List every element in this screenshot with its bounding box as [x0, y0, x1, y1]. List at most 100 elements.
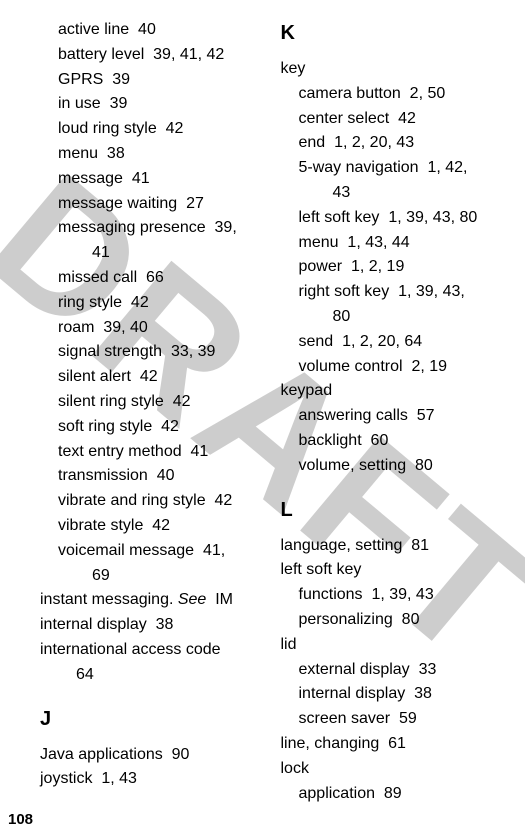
entry-pages: 1, 39, 43 [371, 586, 433, 603]
entry-label: GPRS [58, 71, 103, 88]
entry-label: camera button [299, 85, 401, 102]
entry-pages: 38 [414, 685, 432, 702]
index-entry: text entry method 41 [40, 440, 267, 465]
entry-label: ring style [58, 294, 122, 311]
index-entry: line, changing 61 [281, 732, 508, 757]
entry-label: left soft key [299, 209, 380, 226]
entry-label: external display [299, 661, 410, 678]
entry-pages: 1, 39, 43, [398, 283, 465, 300]
entry-see: See [178, 591, 206, 608]
index-entry: volume, setting 80 [281, 454, 508, 479]
entry-pages: 57 [417, 407, 435, 424]
entry-label: send [299, 333, 334, 350]
entry-label: transmission [58, 467, 148, 484]
entry-pages: 42 [215, 492, 233, 509]
entry-label: Java applications [40, 746, 163, 763]
entry-pages: 39 [110, 95, 128, 112]
entry-label: key [281, 60, 306, 77]
entry-label: internal display [40, 616, 147, 633]
entry-label: vibrate and ring style [58, 492, 206, 509]
entry-pages: 69 [92, 567, 110, 584]
index-entry: send 1, 2, 20, 64 [281, 330, 508, 355]
entry-pages: 42 [152, 517, 170, 534]
index-entry: messaging presence 39, [40, 216, 267, 241]
entry-label: functions [299, 586, 363, 603]
entry-pages: 43 [333, 184, 351, 201]
entry-pages: 1, 43 [101, 770, 137, 787]
entry-pages: 66 [146, 269, 164, 286]
entry-label: joystick [40, 770, 92, 787]
entry-pages: 33 [419, 661, 437, 678]
entry-pages: 38 [156, 616, 174, 633]
entry-pages: 42 [131, 294, 149, 311]
entry-label: application [299, 785, 376, 802]
index-entry: key [281, 57, 508, 82]
entry-label: screen saver [299, 710, 391, 727]
index-entry: voicemail message 41, [40, 539, 267, 564]
entry-pages: 80 [415, 457, 433, 474]
entry-label: active line [58, 21, 129, 38]
entry-label: message waiting [58, 195, 177, 212]
index-entry: end 1, 2, 20, 43 [281, 131, 508, 156]
index-entry: message waiting 27 [40, 192, 267, 217]
right-column: Kkeycamera button 2, 50center select 42e… [281, 18, 508, 806]
section-letter: K [281, 18, 508, 49]
entry-pages: 42 [398, 110, 416, 127]
entry-pages: 40 [138, 21, 156, 38]
entry-pages: 1, 2, 20, 64 [342, 333, 422, 350]
index-entry: roam 39, 40 [40, 316, 267, 341]
entry-label: soft ring style [58, 418, 152, 435]
entry-label: right soft key [299, 283, 390, 300]
entry-label: power [299, 258, 343, 275]
index-entry: Java applications 90 [40, 743, 267, 768]
entry-label: personalizing [299, 611, 393, 628]
left-column: active line 40battery level 39, 41, 42GP… [40, 18, 267, 806]
entry-label: backlight [299, 432, 362, 449]
entry-label: in use [58, 95, 101, 112]
entry-label: vibrate style [58, 517, 143, 534]
entry-label: volume, setting [299, 457, 407, 474]
entry-pages: 41, [203, 542, 225, 559]
index-entry: internal display 38 [281, 682, 508, 707]
index-entry: battery level 39, 41, 42 [40, 43, 267, 68]
entry-label: lid [281, 636, 297, 653]
entry-label: message [58, 170, 123, 187]
entry-pages: 42 [173, 393, 191, 410]
index-entry-continuation: 80 [281, 305, 508, 330]
entry-label: volume control [299, 358, 403, 375]
entry-label: answering calls [299, 407, 408, 424]
entry-label: battery level [58, 46, 144, 63]
entry-pages: 80 [333, 308, 351, 325]
index-entry: GPRS 39 [40, 68, 267, 93]
index-entry: camera button 2, 50 [281, 82, 508, 107]
entry-label: silent alert [58, 368, 131, 385]
index-entry: internal display 38 [40, 613, 267, 638]
entry-pages: 41 [92, 244, 110, 261]
index-entry: application 89 [281, 782, 508, 807]
entry-pages: 1, 43, 44 [347, 234, 409, 251]
entry-pages: 42 [161, 418, 179, 435]
entry-pages: 61 [388, 735, 406, 752]
entry-pages: 1, 42, [427, 159, 467, 176]
entry-pages: 90 [172, 746, 190, 763]
entry-pages: 81 [411, 537, 429, 554]
entry-label: left soft key [281, 561, 362, 578]
index-entry: joystick 1, 43 [40, 767, 267, 792]
index-entry: lock [281, 757, 508, 782]
entry-pages: 39, 40 [103, 319, 147, 336]
index-entry: left soft key [281, 558, 508, 583]
index-entry: keypad [281, 379, 508, 404]
index-entry-continuation: 69 [40, 564, 267, 589]
index-entry: screen saver 59 [281, 707, 508, 732]
index-entry: right soft key 1, 39, 43, [281, 280, 508, 305]
index-entry: external display 33 [281, 658, 508, 683]
entry-pages: 33, 39 [171, 343, 215, 360]
index-entry: missed call 66 [40, 266, 267, 291]
entry-label: menu [58, 145, 98, 162]
index-entry: message 41 [40, 167, 267, 192]
index-entry: power 1, 2, 19 [281, 255, 508, 280]
section-letter: L [281, 495, 508, 526]
index-entry: ring style 42 [40, 291, 267, 316]
entry-pages: 39, 41, 42 [153, 46, 224, 63]
index-entry: signal strength 33, 39 [40, 340, 267, 365]
